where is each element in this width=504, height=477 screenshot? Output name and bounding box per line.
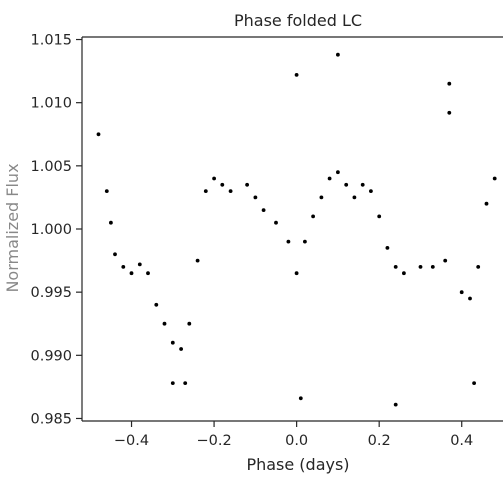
data-point — [443, 258, 448, 263]
y-tick-label: 0.985 — [30, 411, 72, 427]
data-point — [146, 271, 150, 276]
data-point — [447, 110, 452, 115]
data-point — [129, 271, 134, 276]
data-point — [418, 265, 423, 269]
y-tick-label: 0.990 — [30, 348, 72, 364]
data-point — [183, 381, 188, 385]
x-tick-label: −0.2 — [196, 433, 231, 449]
data-point — [298, 396, 303, 401]
data-point — [170, 340, 175, 345]
data-point — [220, 182, 225, 187]
x-axis-label: Phase (days) — [246, 455, 349, 474]
data-point — [109, 220, 113, 225]
data-point — [393, 265, 398, 269]
data-point — [468, 296, 472, 301]
data-point — [484, 201, 489, 206]
data-point — [261, 208, 266, 213]
data-point — [430, 265, 435, 269]
data-point — [402, 271, 406, 276]
data-point — [170, 381, 175, 385]
data-point — [303, 239, 307, 244]
x-tick-label: −0.4 — [114, 433, 149, 449]
data-point — [154, 302, 159, 307]
data-point — [104, 189, 109, 194]
data-point — [113, 252, 117, 257]
data-point — [294, 73, 299, 77]
data-point — [253, 195, 258, 200]
data-point — [385, 246, 390, 250]
data-point — [336, 170, 340, 175]
data-point — [459, 290, 464, 295]
data-point — [245, 182, 250, 187]
y-tick-label: 1.010 — [30, 96, 72, 112]
data-point — [311, 214, 315, 219]
x-tick-label: 0.4 — [450, 433, 473, 449]
data-point — [336, 52, 340, 57]
data-point — [369, 189, 373, 194]
data-point — [492, 176, 497, 181]
data-point — [195, 258, 200, 263]
data-point — [352, 195, 357, 200]
data-point — [327, 176, 332, 181]
y-tick-label: 0.995 — [30, 285, 72, 301]
data-point — [393, 402, 398, 407]
data-point — [121, 265, 126, 269]
data-point — [228, 189, 233, 194]
x-tick-label: 0.2 — [368, 433, 391, 449]
data-point — [447, 81, 452, 86]
data-point — [476, 265, 481, 269]
y-tick-label: 1.000 — [30, 222, 72, 238]
data-point — [319, 195, 324, 200]
data-point — [344, 182, 349, 187]
data-point — [203, 189, 208, 194]
y-tick-label: 1.005 — [30, 159, 72, 175]
data-point — [187, 321, 192, 326]
data-point — [179, 347, 184, 351]
data-point — [294, 271, 299, 276]
data-point — [96, 132, 101, 137]
scatter-points — [96, 52, 497, 407]
data-point — [377, 214, 382, 219]
data-point — [472, 381, 476, 385]
y-axis-label: Normalized Flux — [3, 163, 22, 292]
x-tick-label: 0.0 — [285, 433, 308, 449]
data-point — [162, 321, 167, 326]
data-point — [286, 239, 291, 244]
data-point — [212, 176, 217, 181]
data-point — [137, 262, 142, 267]
data-point — [274, 220, 278, 225]
data-point — [360, 182, 365, 187]
chart-title: Phase folded LC — [234, 11, 362, 30]
axes: −0.4 −0.2 0.0 0.2 0.4 0.985 0.990 0.995 1.000 1.0… — [30, 33, 503, 449]
y-tick-label: 1.015 — [30, 33, 72, 49]
